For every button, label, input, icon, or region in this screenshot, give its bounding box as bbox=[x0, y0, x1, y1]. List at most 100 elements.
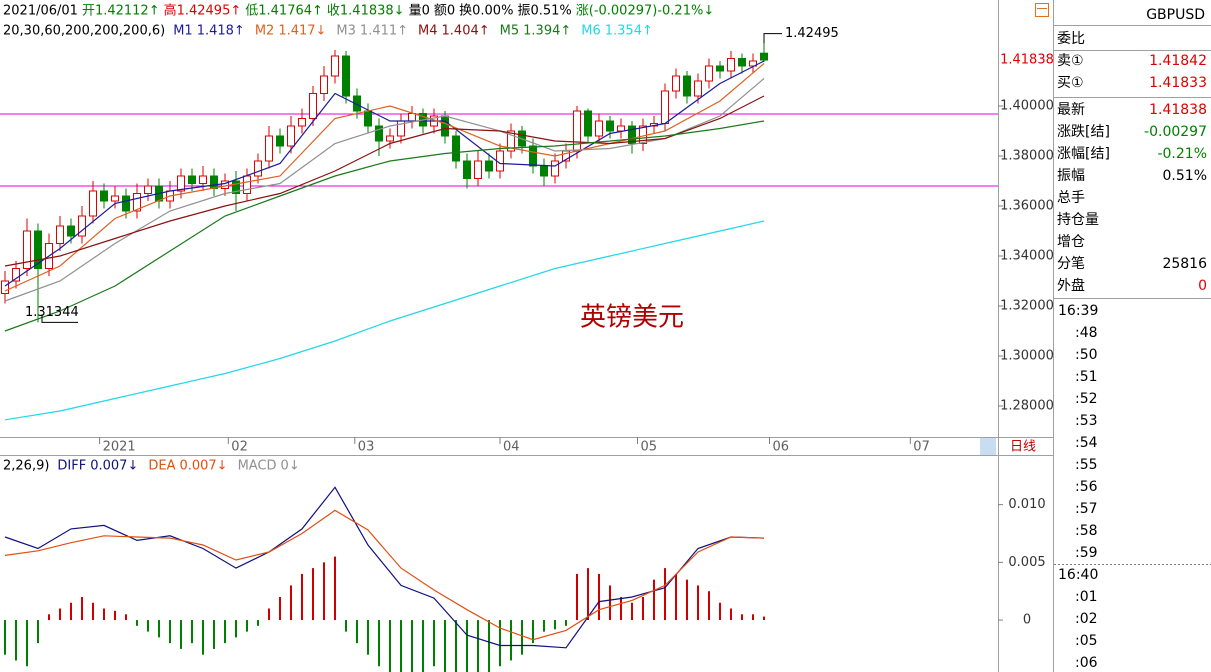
legend-value: 1.411↑ bbox=[360, 24, 408, 39]
candle-body bbox=[550, 160, 559, 177]
candle-body bbox=[407, 113, 416, 122]
candle-body bbox=[716, 65, 725, 72]
legend-name: M1 bbox=[173, 24, 193, 39]
period-label: 日线 bbox=[1010, 440, 1036, 455]
quote-label: 增仓 bbox=[1057, 234, 1085, 250]
macd-line bbox=[4, 486, 765, 649]
candle-body bbox=[473, 160, 482, 179]
candle-body bbox=[606, 120, 614, 132]
quote-value: 0.51% bbox=[1163, 168, 1207, 184]
candle-body bbox=[528, 145, 537, 167]
y-tick-label: 1.32000 bbox=[1000, 299, 1054, 314]
candle-body bbox=[198, 175, 207, 184]
y-tick-label: 1.36000 bbox=[1000, 199, 1054, 214]
ma-line bbox=[4, 95, 765, 267]
candle-body bbox=[297, 118, 306, 127]
candle-body bbox=[121, 195, 130, 212]
tick-time: :05 bbox=[1075, 633, 1098, 649]
candle-body bbox=[275, 135, 284, 147]
candle-body bbox=[77, 215, 86, 237]
header-field: 量0 bbox=[409, 4, 430, 19]
tick-time: :59 bbox=[1075, 545, 1098, 561]
legend-name: M6 bbox=[581, 24, 601, 39]
tick-time: :54 bbox=[1075, 435, 1098, 451]
candle-body bbox=[694, 80, 703, 97]
tick-time: :52 bbox=[1075, 391, 1098, 407]
candle-body bbox=[661, 90, 670, 124]
overlay: 2021/06/01 开1.42112↑ 高1.42495↑ 低1.41764↑ 收1.… bbox=[3, 3, 1054, 628]
panel-icon[interactable] bbox=[1035, 3, 1049, 17]
candle-body bbox=[187, 175, 196, 184]
candle-body bbox=[705, 65, 714, 82]
header-field: 低1.41764↑ bbox=[245, 4, 323, 19]
high-pointer bbox=[763, 33, 782, 44]
candle-body bbox=[88, 190, 97, 217]
legend-value: 1.417↓ bbox=[278, 24, 326, 39]
candle-body bbox=[672, 75, 681, 92]
legend-name: M5 bbox=[500, 24, 520, 39]
candle-body bbox=[628, 125, 636, 144]
header-field: 换0.00% bbox=[459, 4, 513, 19]
candle-body bbox=[176, 175, 185, 192]
candle-body bbox=[385, 135, 394, 142]
candle-body bbox=[264, 135, 273, 162]
tick-time: 16:40 bbox=[1058, 567, 1098, 583]
header-field: 高1.42495↑ bbox=[164, 3, 242, 19]
candle-body bbox=[572, 110, 581, 152]
candle-body bbox=[451, 135, 460, 162]
y-tick-label: 1.38000 bbox=[1000, 149, 1054, 164]
legend-name: M4 bbox=[418, 24, 438, 39]
candle-body bbox=[330, 55, 339, 77]
tick-time: :01 bbox=[1075, 589, 1098, 605]
tick-time: :53 bbox=[1075, 413, 1098, 429]
legend-name: M3 bbox=[336, 24, 356, 39]
quote-label: 外盘 bbox=[1057, 277, 1085, 294]
quote-label: 涨跌[结] bbox=[1057, 124, 1110, 140]
quote-label: 总手 bbox=[1057, 190, 1085, 206]
candle-body bbox=[760, 52, 769, 61]
y-tick-label: 0.005 bbox=[1008, 555, 1045, 570]
candle-body bbox=[220, 180, 229, 189]
candle-body bbox=[143, 185, 152, 194]
y-tick-label: 1.40000 bbox=[1000, 99, 1054, 114]
x-tick-label: 06 bbox=[773, 440, 790, 455]
quote-label: 最新 bbox=[1057, 102, 1085, 118]
tick-time: :58 bbox=[1075, 523, 1098, 539]
macd-plot bbox=[3, 486, 766, 672]
last-price: 1.41838 bbox=[1000, 53, 1054, 68]
x-tick-label: 2021 bbox=[103, 440, 136, 455]
candle-body bbox=[319, 75, 328, 94]
candle-body bbox=[374, 125, 383, 142]
legend-value: 1.394↑ bbox=[523, 24, 571, 39]
quote-value: 0 bbox=[1198, 278, 1207, 294]
candle-body bbox=[462, 160, 471, 179]
quote-label: 振幅 bbox=[1057, 168, 1085, 184]
legend-value: 0.007↓ bbox=[179, 459, 227, 474]
candle-body bbox=[738, 58, 747, 67]
candle-body bbox=[253, 160, 262, 177]
quote-value: 1.41838 bbox=[1149, 102, 1207, 118]
candle-body bbox=[99, 190, 108, 202]
legend-value: 1.354↑ bbox=[605, 24, 653, 39]
header-field: 2021/06/01 bbox=[3, 4, 78, 19]
high-label: 1.42495 bbox=[785, 26, 839, 41]
candle-body bbox=[242, 175, 251, 194]
legend-value: 0↓ bbox=[281, 459, 300, 474]
header-field: 开1.42112↑ bbox=[82, 4, 160, 19]
y-tick-label: 0.010 bbox=[1008, 497, 1045, 512]
indicator-params: 2,26,9) bbox=[3, 459, 49, 474]
indicator-params: 20,30,60,200,200,200,6) bbox=[3, 24, 165, 39]
candle-body bbox=[231, 180, 240, 194]
quote-value: 25816 bbox=[1162, 256, 1207, 272]
ma-line bbox=[4, 60, 765, 287]
quote-label: 委比 bbox=[1057, 31, 1085, 47]
y-tick-label: 0 bbox=[1023, 613, 1031, 628]
x-tick-label: 02 bbox=[231, 440, 248, 455]
candle-body bbox=[506, 130, 515, 152]
period-button[interactable] bbox=[980, 438, 996, 455]
ma-line bbox=[4, 220, 765, 421]
header-field: 振0.51% bbox=[517, 4, 571, 19]
tick-time: :55 bbox=[1075, 457, 1098, 473]
